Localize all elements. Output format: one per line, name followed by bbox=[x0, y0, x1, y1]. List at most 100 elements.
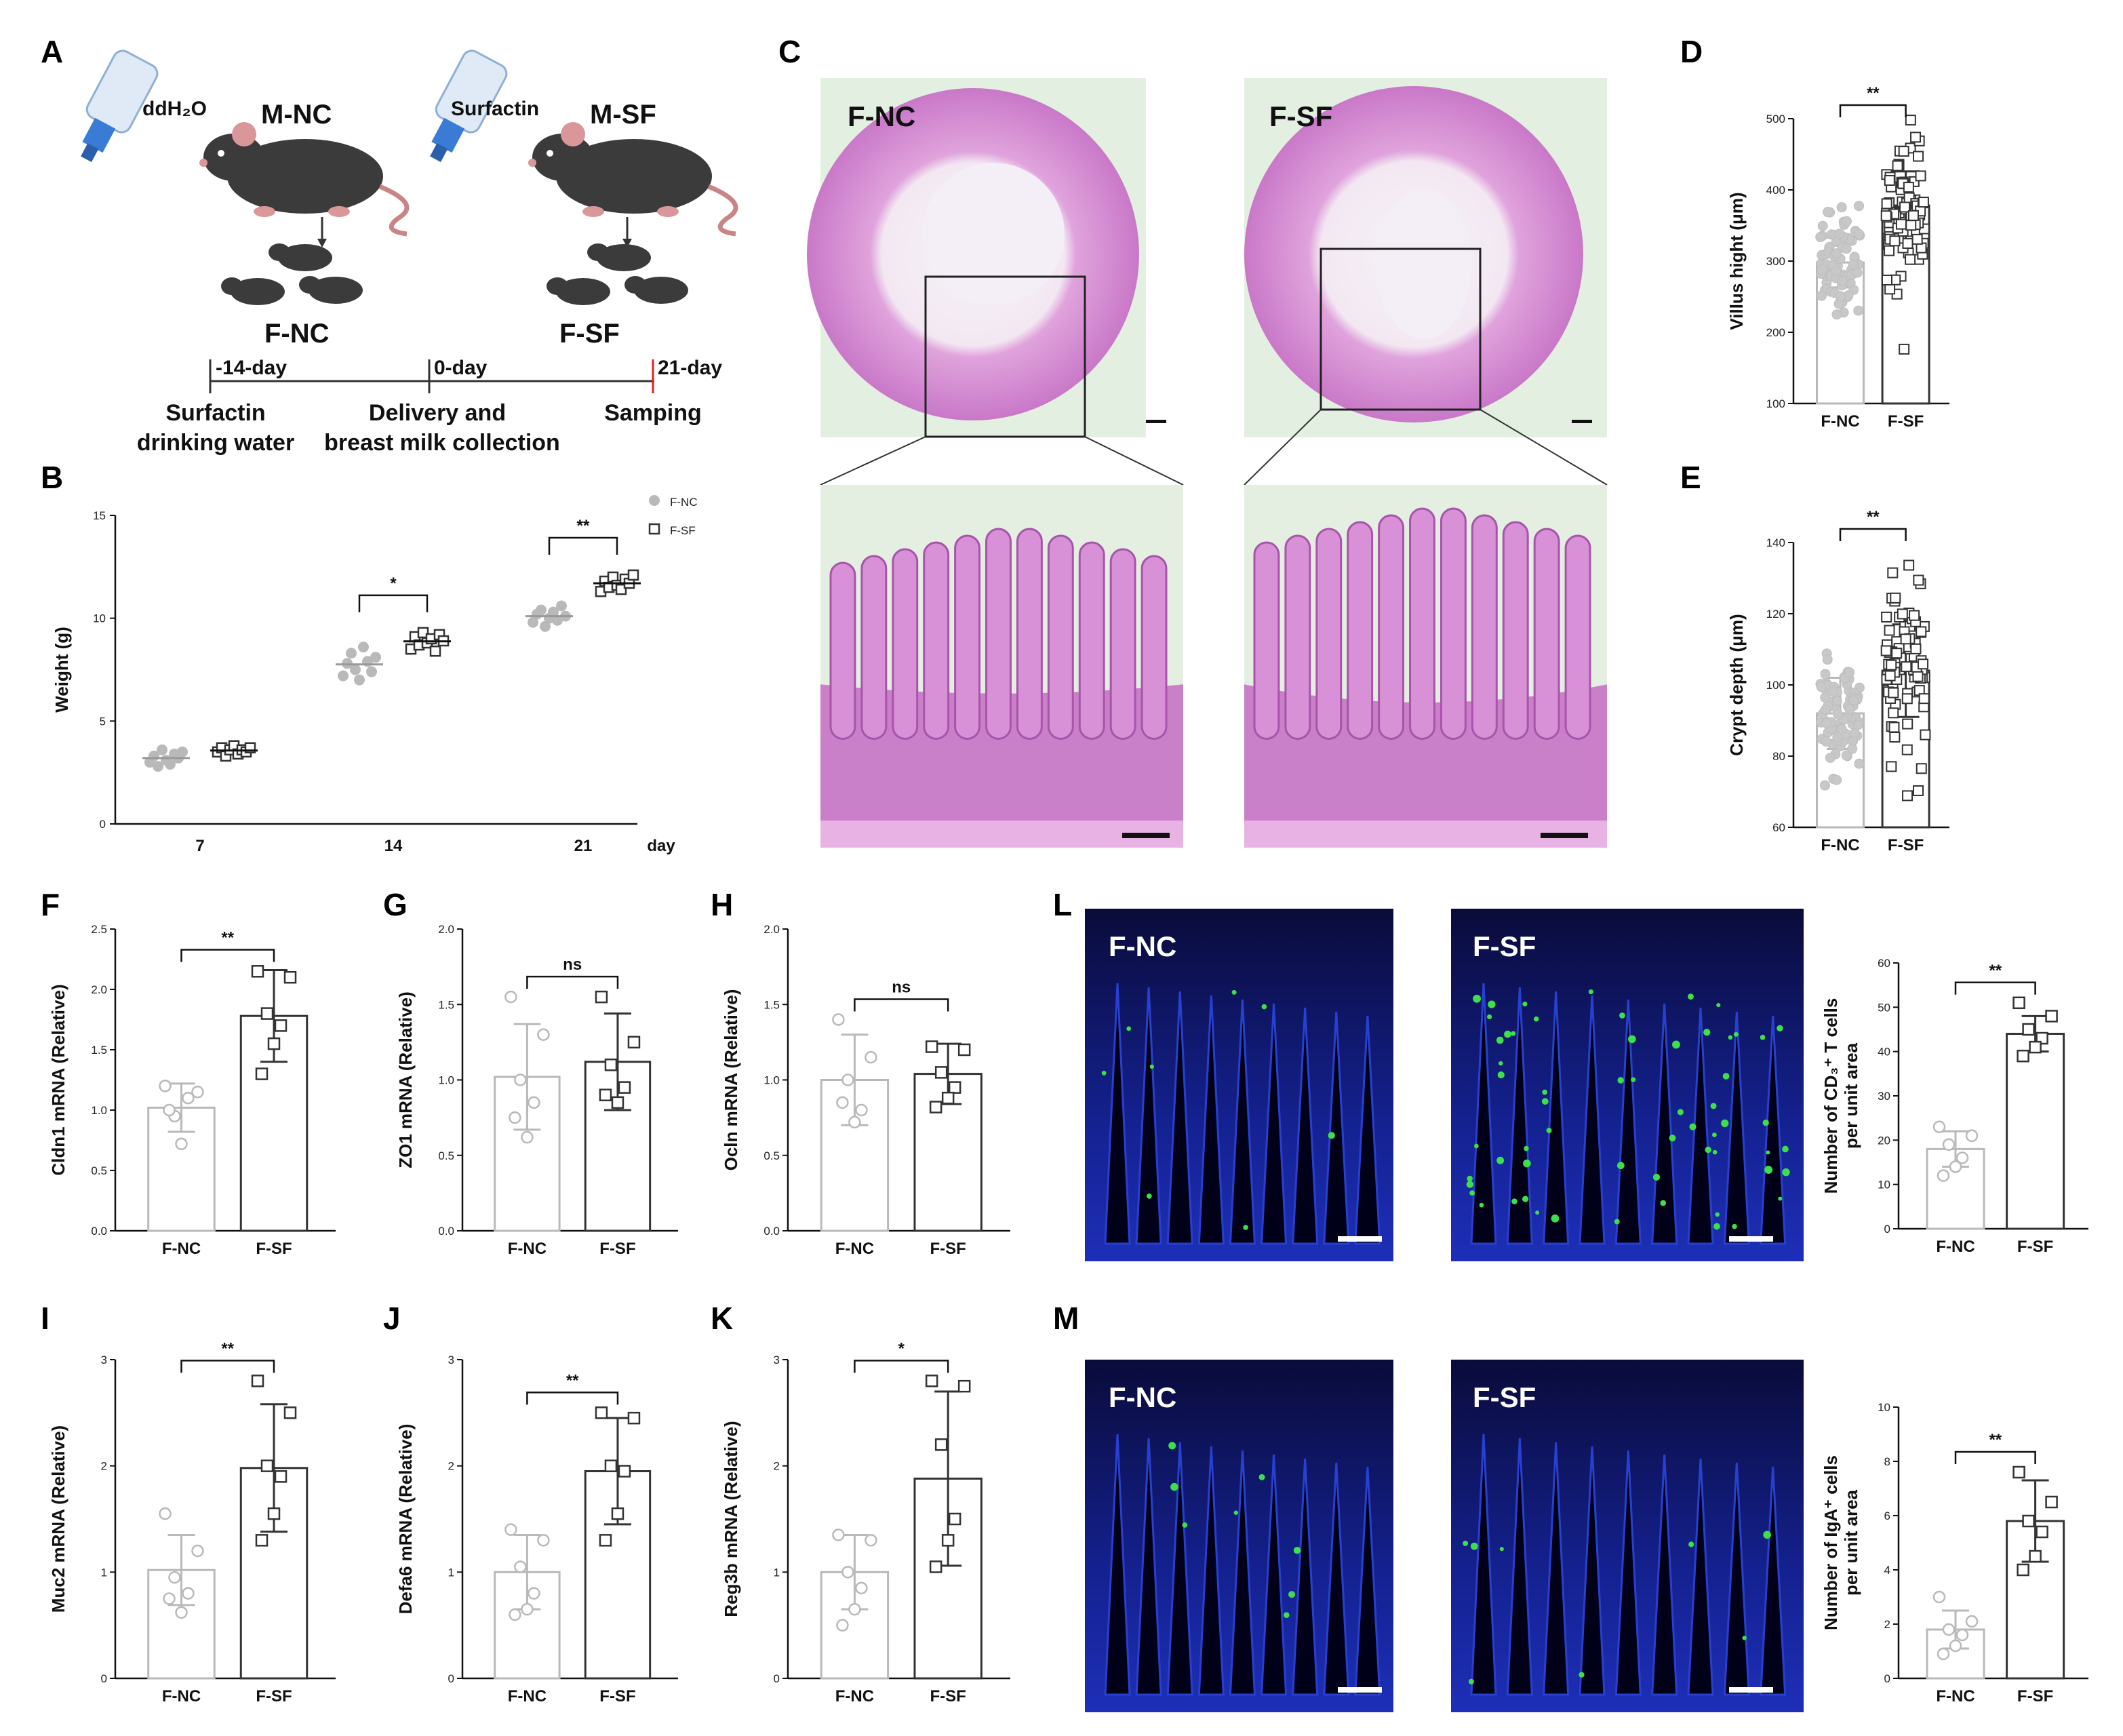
fluorescent-cell bbox=[1614, 1219, 1620, 1225]
y-tick-label: 0 bbox=[1884, 1223, 1890, 1236]
villus bbox=[1471, 514, 1498, 740]
x-category-label: F-SF bbox=[1888, 412, 1924, 431]
data-point bbox=[1852, 719, 1863, 730]
data-point bbox=[1942, 1138, 1956, 1151]
y-tick-label: 0 bbox=[1884, 1672, 1890, 1685]
fluorescent-cell bbox=[1764, 1166, 1773, 1174]
significance-bracket bbox=[1839, 104, 1907, 117]
data-point bbox=[2029, 1550, 2042, 1563]
data-point bbox=[1903, 182, 1914, 193]
fluorescent-cell bbox=[1479, 1202, 1484, 1208]
fluorescent-cell bbox=[1669, 1135, 1676, 1142]
crypt bbox=[1135, 1438, 1162, 1696]
y-axis-label: Reg3b mRNA (Relative) bbox=[721, 1421, 741, 1617]
data-point bbox=[1932, 1120, 1946, 1133]
mouse-icon bbox=[199, 122, 410, 237]
data-point bbox=[536, 604, 547, 616]
chart-zo1: 0.0 0.5 1.0 1.5 2.0 ZO1 mRNA (Relative) F-NC F-… bbox=[395, 923, 678, 1258]
crypt bbox=[1197, 1446, 1225, 1696]
y-axis-label: Crypt depth (μm) bbox=[1726, 614, 1747, 755]
bar bbox=[913, 1073, 983, 1232]
data-point bbox=[948, 1512, 961, 1526]
data-point bbox=[1847, 743, 1858, 754]
fluor-label-sf: F-SF bbox=[1473, 1381, 1536, 1413]
crypt bbox=[1470, 983, 1497, 1245]
significance-bracket bbox=[526, 1392, 619, 1405]
data-point bbox=[941, 1534, 955, 1547]
data-point bbox=[556, 600, 567, 612]
data-point bbox=[595, 1406, 608, 1419]
data-point bbox=[191, 1086, 204, 1099]
data-point bbox=[504, 990, 517, 1004]
fluorescent-cell bbox=[1231, 989, 1237, 995]
data-point bbox=[521, 1602, 534, 1616]
fluorescent-cell bbox=[1126, 1026, 1132, 1031]
fluorescence-panel-l: F-NC F-SF bbox=[1085, 909, 1804, 1261]
data-point bbox=[1884, 245, 1895, 256]
significance-label: ** bbox=[566, 1371, 579, 1389]
bottle-label-left: ddH₂O bbox=[142, 98, 207, 120]
y-axis-label: Number of IgA⁺ cells bbox=[1821, 1455, 1841, 1630]
panel-letter-d: D bbox=[1680, 34, 1703, 69]
scale-bar bbox=[1146, 420, 1166, 423]
data-point bbox=[1892, 160, 1903, 172]
data-point bbox=[1886, 761, 1897, 772]
data-point bbox=[1884, 175, 1895, 186]
x-category-label: 21 bbox=[574, 837, 593, 855]
data-point bbox=[1817, 220, 1828, 231]
data-point bbox=[182, 1091, 195, 1105]
crypt bbox=[1760, 1466, 1787, 1696]
villus bbox=[892, 548, 919, 740]
data-point bbox=[1884, 283, 1896, 295]
data-point bbox=[957, 1379, 971, 1393]
data-point bbox=[528, 616, 538, 628]
y-tick-label: 1.0 bbox=[91, 1104, 107, 1117]
data-point bbox=[504, 1523, 517, 1536]
y-tick-label: 0 bbox=[100, 818, 106, 831]
villus bbox=[1047, 534, 1074, 740]
y-tick-label: 5 bbox=[100, 715, 106, 728]
data-point bbox=[1901, 661, 1912, 673]
fluorescent-cell bbox=[1243, 1225, 1248, 1230]
data-point bbox=[627, 1411, 641, 1425]
villus bbox=[1347, 521, 1374, 740]
data-point bbox=[1822, 654, 1833, 665]
data-point bbox=[1888, 687, 1899, 698]
fluor-crypts bbox=[1466, 983, 1790, 1245]
fluorescent-cell bbox=[1542, 1089, 1548, 1095]
y-tick-label: 6 bbox=[1884, 1510, 1890, 1522]
chart-ocln: 0.0 0.5 1.0 1.5 2.0 Ocln mRNA (Relative) F-NC F… bbox=[721, 923, 1010, 1258]
fluorescent-cell bbox=[1616, 1162, 1625, 1170]
scale-bar bbox=[1122, 833, 1170, 838]
panel-letter-e: E bbox=[1680, 460, 1701, 495]
data-point bbox=[1841, 243, 1852, 254]
crypt bbox=[1104, 983, 1131, 1245]
villus bbox=[1315, 528, 1343, 740]
data-point bbox=[1823, 207, 1833, 218]
data-point bbox=[599, 1534, 612, 1547]
data-point bbox=[153, 761, 163, 772]
crypt bbox=[1166, 1442, 1193, 1696]
x-category-label: F-SF bbox=[2017, 1687, 2053, 1705]
data-point bbox=[1880, 210, 1892, 222]
significance-bracket bbox=[1954, 1451, 2036, 1464]
data-point bbox=[1844, 704, 1855, 715]
data-point bbox=[1836, 724, 1847, 734]
data-point bbox=[168, 1571, 181, 1584]
x-category-label: F-SF bbox=[1888, 836, 1924, 854]
data-point bbox=[832, 1013, 845, 1026]
y-tick-label: 1.5 bbox=[438, 998, 454, 1011]
significance-label: ** bbox=[1989, 962, 2002, 980]
data-point bbox=[1820, 705, 1831, 715]
fluorescent-cell bbox=[1467, 1175, 1473, 1182]
data-point bbox=[1815, 232, 1826, 243]
significance-label: ns bbox=[563, 955, 582, 974]
intestine-lumen bbox=[922, 163, 1065, 305]
fluorescent-cell bbox=[1715, 1212, 1720, 1217]
data-point bbox=[1918, 658, 1929, 670]
data-point bbox=[1848, 260, 1859, 271]
crypt bbox=[1229, 1450, 1256, 1696]
data-point bbox=[182, 1587, 195, 1600]
x-category-label: F-SF bbox=[2017, 1238, 2053, 1256]
data-point bbox=[1895, 218, 1907, 230]
